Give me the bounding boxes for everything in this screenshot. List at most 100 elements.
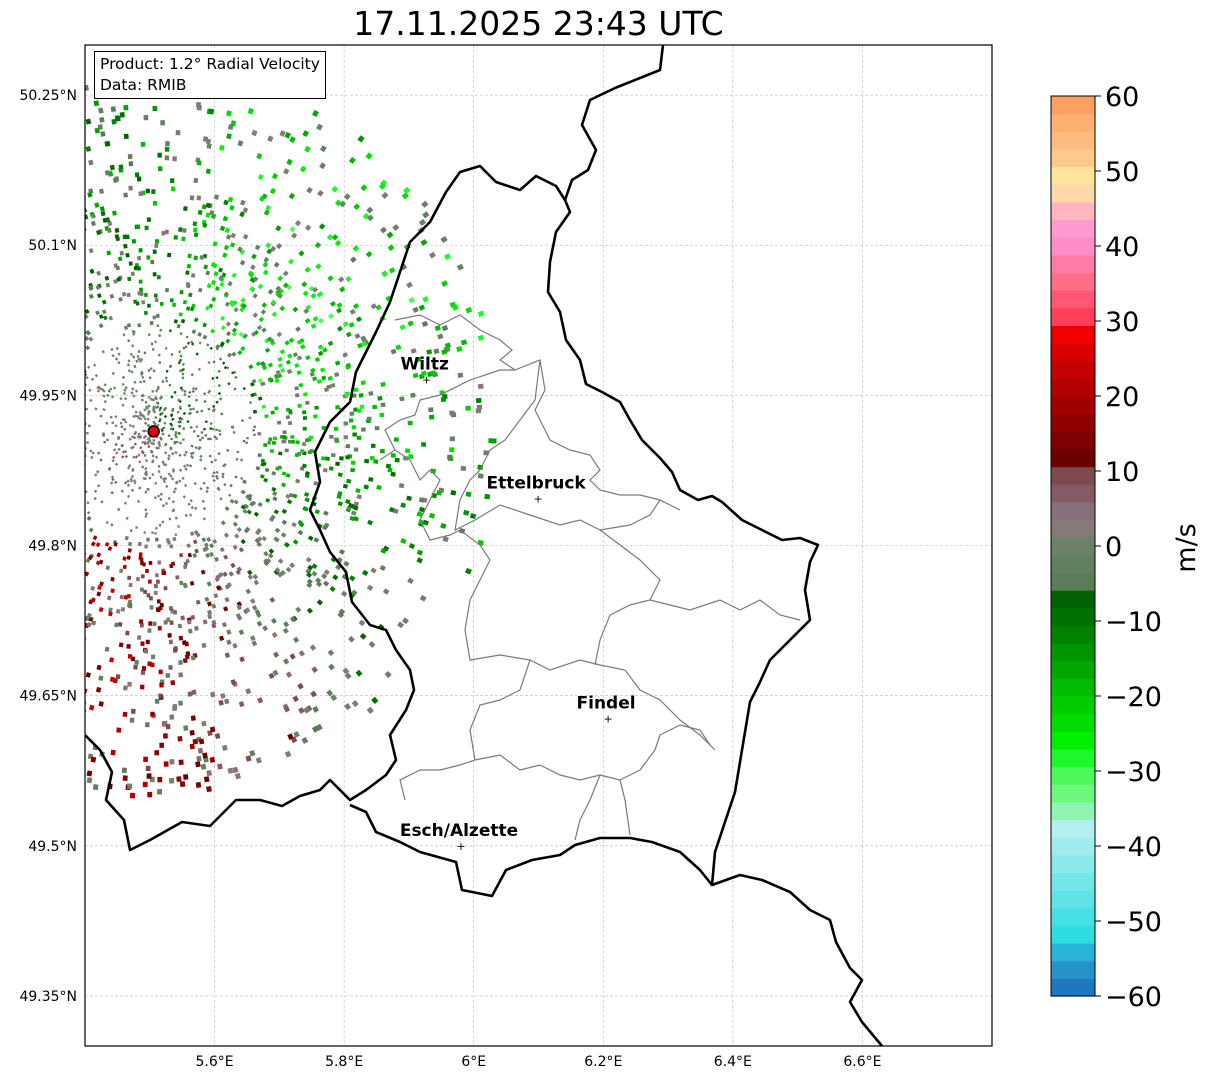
radar-bin [158, 443, 162, 448]
radar-bin [351, 699, 359, 708]
radar-bin [123, 685, 128, 691]
radar-bin [259, 474, 265, 479]
radar-bin [402, 455, 409, 461]
radar-bin [306, 571, 313, 578]
radar-bin [159, 396, 162, 400]
radar-bin [284, 340, 290, 346]
radar-bin [9, 506, 14, 511]
radar-bin [119, 594, 125, 600]
radar-bin [152, 454, 155, 458]
radar-bin [28, 498, 33, 503]
radar-bin [112, 678, 118, 684]
radar-bin [152, 272, 157, 277]
radar-bin [182, 495, 186, 499]
radar-bin [254, 244, 261, 251]
radar-bin [350, 510, 357, 516]
radar-bin [295, 326, 301, 332]
radar-bin [182, 582, 188, 588]
radar-bin [66, 502, 71, 507]
radar-bin [196, 434, 200, 438]
radar-bin [62, 300, 67, 305]
radar-bin [144, 515, 148, 518]
radar-bin [277, 293, 284, 299]
radar-bin [318, 223, 326, 230]
radar-bin [63, 470, 66, 473]
radar-bin [321, 456, 326, 461]
radar-bin [301, 410, 307, 415]
colorbar-segment [1051, 784, 1095, 803]
radar-bin [131, 445, 135, 449]
radar-bin [393, 437, 399, 442]
radar-bin [158, 669, 163, 675]
radar-bin [44, 222, 50, 228]
colorbar-segment [1051, 484, 1095, 503]
radar-bin [195, 425, 199, 429]
colorbar-tick-label: 30 [1105, 307, 1139, 338]
radar-bin [0, 620, 3, 626]
radar-bin [456, 263, 464, 271]
radar-bin [79, 379, 82, 382]
radar-bin [85, 376, 89, 380]
radar-bin [61, 612, 66, 618]
radar-bin [261, 404, 267, 409]
radar-bin [24, 509, 29, 514]
colorbar-tick-label: −10 [1105, 607, 1162, 638]
radar-bin [206, 343, 210, 347]
radar-bin [242, 386, 246, 391]
radar-bin [128, 437, 132, 441]
radar-bin [426, 349, 433, 355]
radar-bin [156, 423, 160, 427]
colorbar-segment [1051, 801, 1095, 821]
radar-bin [87, 555, 93, 561]
colorbar-segment [1051, 766, 1095, 785]
radar-bin [440, 235, 448, 243]
radar-bin [128, 424, 132, 427]
radar-bin [153, 369, 156, 373]
radar-bin [287, 439, 292, 444]
radar-bin [85, 688, 88, 694]
radar-bin [81, 453, 84, 456]
radar-bin [194, 625, 199, 631]
radar-bin [45, 637, 51, 643]
radar-bin [126, 479, 130, 483]
radar-bin [156, 314, 160, 318]
radar-bin [185, 558, 190, 564]
radar-bin [285, 493, 291, 499]
radar-bin [113, 279, 118, 284]
radar-bin [16, 360, 21, 365]
radar-bin [277, 275, 284, 282]
radar-bin [317, 189, 324, 197]
radar-bin [77, 444, 80, 447]
radar-bin [110, 106, 117, 113]
colorbar-segment [1051, 854, 1095, 874]
radar-bin [311, 666, 318, 674]
radar-bin [208, 454, 212, 458]
radar-bin [257, 432, 262, 436]
radar-bin [169, 474, 173, 478]
radar-bin [69, 555, 74, 560]
radar-bin [146, 441, 150, 446]
radar-bin [27, 283, 33, 289]
radar-bin [120, 444, 124, 448]
colorbar-segment [1051, 307, 1095, 327]
radar-bin [235, 569, 241, 576]
radar-bin [14, 575, 20, 581]
radar-bin [367, 519, 374, 526]
radar-bin [148, 439, 152, 443]
radar-bin [185, 463, 190, 467]
radar-bin [103, 383, 107, 387]
radar-bin [118, 642, 124, 648]
radar-bin [416, 549, 424, 556]
radar-bin [155, 537, 159, 542]
radar-bin [233, 321, 239, 327]
radar-bin [104, 170, 110, 176]
country-borders [85, 45, 883, 1046]
radar-bin [32, 423, 36, 427]
radar-bin [265, 497, 271, 503]
radar-bin [168, 606, 174, 611]
radar-bin [167, 632, 172, 638]
colorbar-tick-label: −60 [1105, 982, 1162, 1013]
radar-bin [87, 191, 93, 198]
radar-bin [1, 572, 7, 578]
radar-bin [192, 553, 197, 558]
